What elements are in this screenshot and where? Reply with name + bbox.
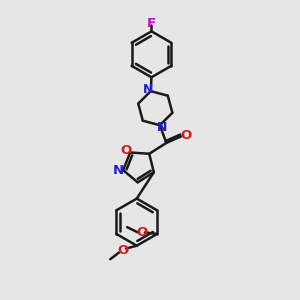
Text: F: F [147,16,156,30]
Text: O: O [136,226,148,239]
Text: N: N [142,83,153,96]
Text: O: O [117,244,128,257]
Text: O: O [120,144,131,157]
Text: N: N [113,164,124,177]
Text: O: O [180,129,191,142]
Text: N: N [157,121,167,134]
